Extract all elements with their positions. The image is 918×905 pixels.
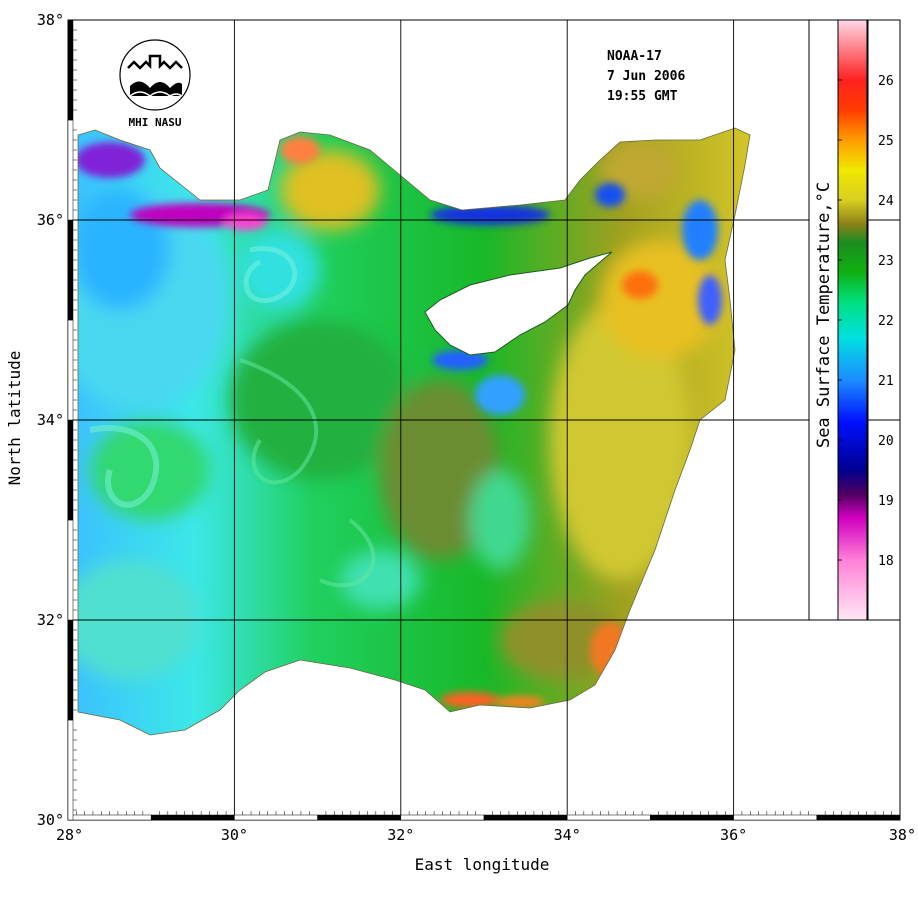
y-tick-label-38: 38° — [37, 11, 64, 29]
y-axis-title: North latitude — [5, 351, 24, 486]
colorbar-tick-label-20: 20 — [878, 434, 894, 449]
colorbar-tick-label-24: 24 — [878, 194, 894, 209]
sst-field — [78, 128, 750, 735]
y-scale-segment — [67, 219, 74, 321]
colorbar-tick-label-23: 23 — [878, 254, 894, 269]
x-scale-segment — [733, 814, 818, 821]
x-scale-segment — [566, 814, 651, 821]
y-scale-segment — [67, 19, 74, 121]
cyprus-landmass — [424, 251, 613, 356]
colorbar-tick-label-25: 25 — [878, 134, 894, 149]
y-scale-segment — [67, 419, 74, 521]
x-scale-segment — [317, 814, 402, 821]
x-scale-segment — [150, 814, 235, 821]
x-scale-segment — [400, 814, 485, 821]
x-scale-segment — [650, 814, 734, 821]
colorbar-title: Sea Surface Temperature,°C — [814, 182, 834, 448]
colorbar-ticks: 18 19 20 21 22 23 24 25 26 — [838, 74, 894, 569]
x-tick-label-38: 38° — [889, 826, 916, 844]
satellite-name: NOAA-17 — [607, 49, 662, 64]
mhi-nasu-logo — [119, 39, 191, 111]
graticule — [68, 20, 900, 820]
x-tick-label-32: 32° — [387, 826, 414, 844]
x-axis-ticks: 28° 30° 32° 34° 36° 38° — [56, 826, 916, 844]
y-tick-label-34: 34° — [37, 411, 64, 429]
colorbar-tick-label-18: 18 — [878, 554, 894, 569]
colorbar-tick-label-19: 19 — [878, 494, 894, 509]
x-scale-segment — [483, 814, 568, 821]
colorbar-panel: 18 19 20 21 22 23 24 25 26 Sea Surface Temperatu… — [808, 19, 894, 621]
colorbar-tick-label-22: 22 — [878, 314, 894, 329]
colorbar-ramp — [837, 19, 868, 621]
x-axis-title: East longitude — [415, 855, 550, 874]
x-tick-label-30: 30° — [221, 826, 248, 844]
y-tick-label-32: 32° — [37, 611, 64, 629]
y-tick-label-30: 30° — [37, 811, 64, 829]
x-scale-segment — [67, 814, 152, 821]
x-scale-segment — [234, 814, 318, 821]
axis-scale-bars — [67, 19, 901, 821]
x-tick-label-34: 34° — [554, 826, 581, 844]
y-tick-label-36: 36° — [37, 211, 64, 229]
image-date: 7 Jun 2006 — [607, 69, 685, 84]
y-scale-segment — [67, 319, 74, 421]
x-tick-label-36: 36° — [720, 826, 747, 844]
y-scale-segment — [67, 619, 74, 721]
y-axis-ticks: 30° 32° 34° 36° 38° — [37, 11, 64, 829]
colorbar-tick-label-21: 21 — [878, 374, 894, 389]
x-tick-label-28: 28° — [56, 826, 83, 844]
y-scale-segment — [67, 719, 74, 821]
y-scale-segment — [67, 519, 74, 621]
image-time: 19:55 GMT — [607, 89, 678, 104]
logo-caption: MHI NASU — [129, 116, 182, 129]
y-scale-segment — [67, 119, 74, 221]
colorbar-tick-label-26: 26 — [878, 74, 894, 89]
x-scale-segment — [816, 814, 901, 821]
